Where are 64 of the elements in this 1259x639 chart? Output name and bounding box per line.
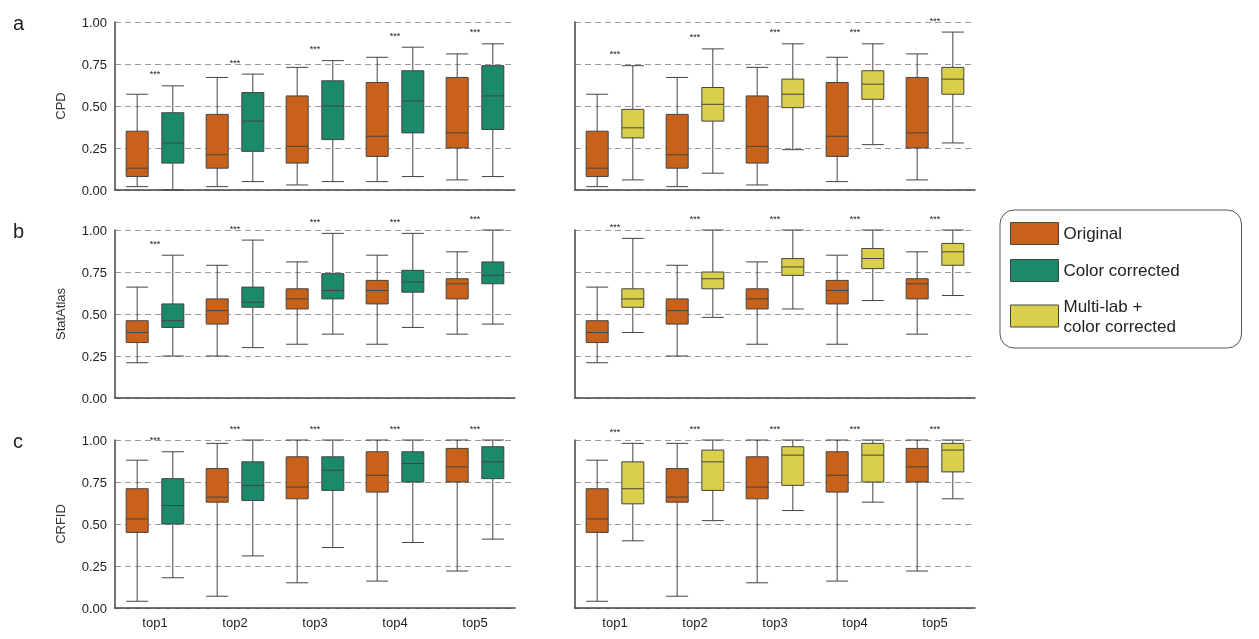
legend-label: Multi-lab + color corrected [1063,296,1176,336]
text: *** [309,423,321,434]
x-tick-label: top5 [462,615,488,630]
y-axis-title: CPD [53,92,68,120]
annotation: *** [149,238,161,249]
x-tick-label: top4 [842,615,868,630]
y-tick-label: 0.50 [81,306,107,322]
y-tick-label: 0.00 [81,600,107,616]
x-tick-label: top3 [762,615,788,630]
text: *** [469,423,481,434]
text: *** [309,216,321,227]
x-tick-label: top3 [302,615,328,630]
y-tick-label: 1.00 [81,14,107,30]
text: *** [849,423,861,434]
y-tick-label: 0.50 [81,98,107,114]
annotation: *** [229,57,241,68]
x-tick-label: top2 [682,615,708,630]
y-tick-label: 1.00 [81,222,107,238]
chart-title: b [13,220,25,242]
text: *** [929,423,941,434]
text: *** [229,423,241,434]
annotation: *** [769,27,781,38]
annotation: *** [149,69,161,80]
y-tick-label: 0.75 [81,56,107,72]
legend-label: Original [1063,224,1123,243]
chart-title: a [13,12,25,34]
y-tick-label: 0.25 [81,558,107,574]
y-tick-label: 0.25 [81,140,107,156]
y-axis-title: StatAtlas [53,287,68,341]
text: *** [609,426,621,437]
annotation: *** [929,15,941,26]
x-tick-label: top1 [142,615,168,630]
text: *** [769,213,781,224]
x-tick-label: top1 [602,615,628,630]
annotation: *** [609,49,621,60]
y-tick-label: 0.75 [81,474,107,490]
text: *** [389,216,401,227]
annotation: *** [609,221,621,232]
annotation: *** [689,32,701,43]
text: *** [389,423,401,434]
annotation: *** [229,223,241,234]
y-tick-label: 0.00 [81,390,107,406]
x-tick-label: top5 [922,615,948,630]
text: *** [689,213,701,224]
y-axis-title: CRFID [53,504,68,544]
y-tick-label: 0.75 [81,264,107,280]
x-tick-label: top4 [382,615,408,630]
legend-label: Color corrected [1063,261,1180,280]
y-tick-label: 1.00 [81,432,107,448]
y-tick-label: 0.50 [81,516,107,532]
text: *** [769,423,781,434]
text: *** [849,213,861,224]
annotation: *** [849,27,861,38]
y-tick-label: 0.25 [81,348,107,364]
annotation: *** [309,44,321,55]
text: *** [469,213,481,224]
y-tick-label: 0.00 [81,182,107,198]
annotation: *** [469,27,481,38]
text: *** [689,423,701,434]
annotation: *** [149,435,161,446]
text: *** [929,213,941,224]
annotation: *** [389,30,401,41]
x-tick-label: top2 [222,615,248,630]
chart-title: c [13,430,23,452]
